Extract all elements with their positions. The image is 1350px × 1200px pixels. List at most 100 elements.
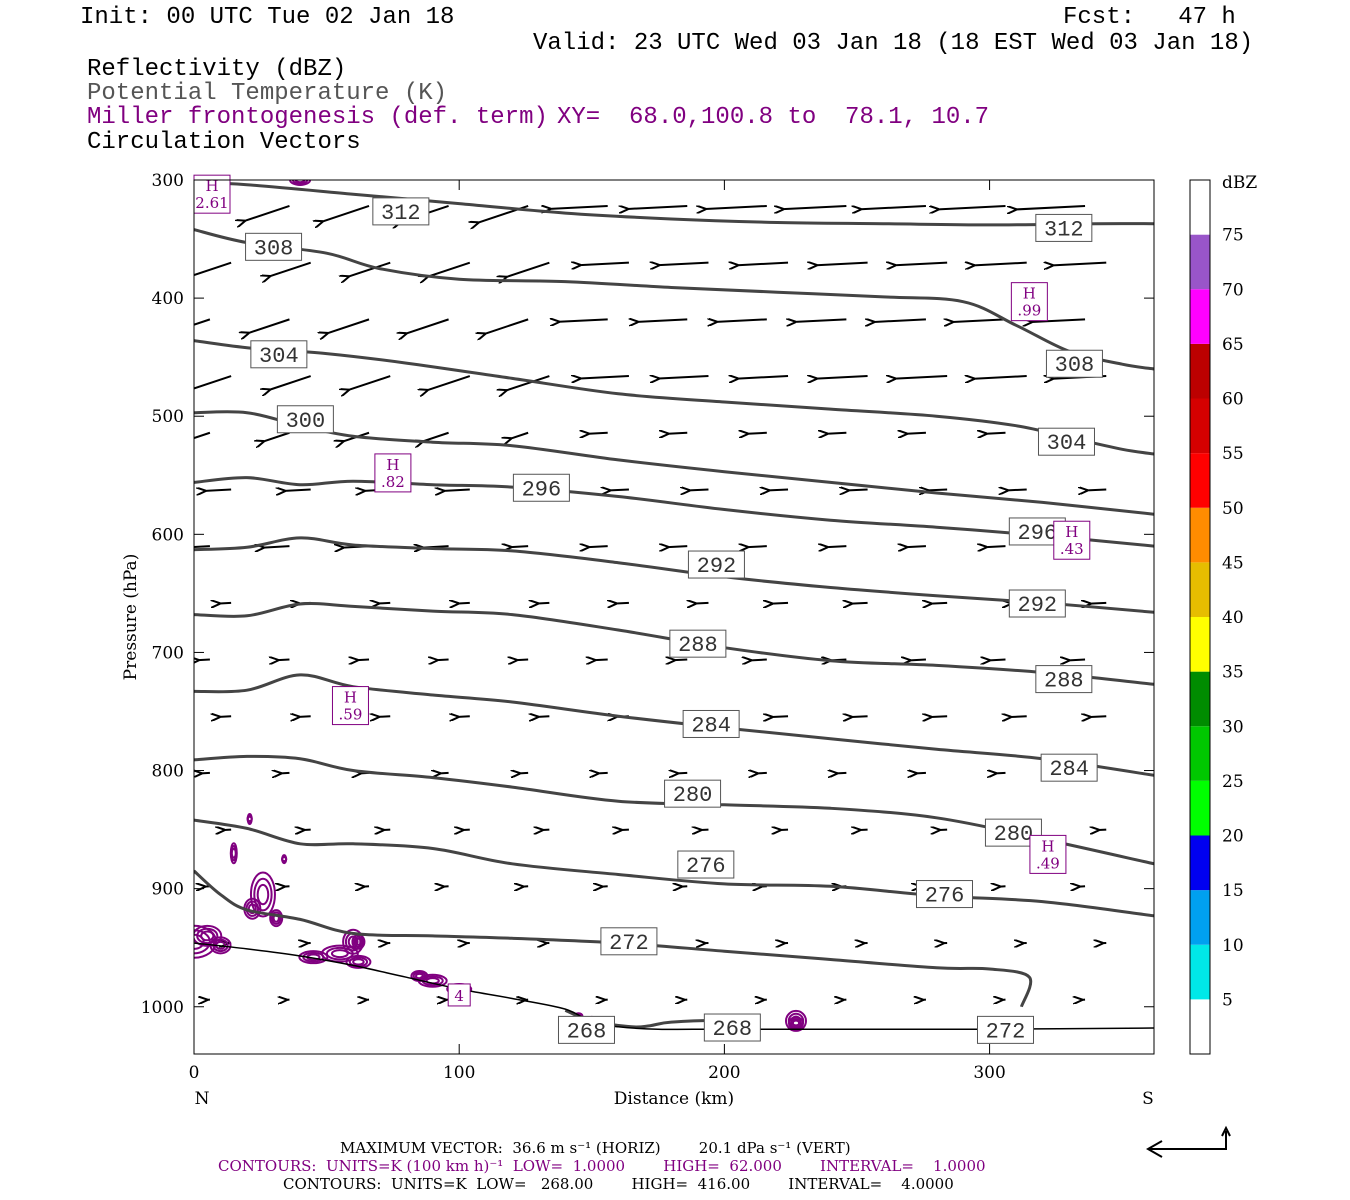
theta-label-text: 284 (1049, 757, 1089, 782)
circulation-vector (427, 261, 471, 277)
frontogenesis-contour (347, 935, 359, 949)
frontogenesis-contour (791, 1019, 801, 1027)
south-label: S (1142, 1089, 1154, 1109)
theta-label-text: 304 (259, 344, 299, 369)
theta-label-box (976, 1015, 1034, 1044)
theta-label-text: 292 (697, 554, 737, 579)
circulation-vector (278, 660, 290, 661)
colorbar-label: 15 (1222, 881, 1244, 901)
circulation-vector (696, 603, 709, 604)
frontogenesis-high-box (331, 686, 369, 726)
theta-label-box (664, 779, 722, 808)
theta-label: 288 (669, 629, 727, 658)
maximum-vector-note: MAXIMUM VECTOR: 36.6 m s⁻¹ (HORIZ) 20.1 … (340, 1139, 851, 1157)
frontogenesis-high-value: .43 (1060, 540, 1084, 558)
frontogenesis-high-value: 2.61 (195, 194, 228, 212)
frontogenesis-contour (784, 1009, 807, 1032)
theta-label-text: 268 (713, 1017, 753, 1042)
frontogenesis-high: H.49 (1029, 834, 1067, 874)
frontogenesis-contour (345, 954, 372, 969)
colorbar-label: 5 (1222, 990, 1233, 1010)
colorbar-segment (1190, 398, 1210, 454)
circulation-vector (1016, 204, 1086, 209)
circulation-vector (861, 204, 926, 209)
frontogenesis-contour (410, 970, 429, 983)
frontogenesis-contour (291, 180, 309, 185)
colorbar-label: 20 (1222, 827, 1244, 847)
circulation-vector (827, 546, 847, 547)
frontogenesis-contour (246, 815, 253, 823)
circulation-vector (1008, 489, 1027, 490)
circulation-vector (270, 261, 312, 277)
theta-label: 292 (687, 550, 745, 579)
theta-contour-288 (194, 602, 1154, 686)
circulation-vector (245, 205, 290, 221)
circulation-vector (194, 431, 211, 440)
theta-label: 268 (703, 1013, 761, 1042)
circulation-vector (248, 318, 290, 333)
y-tick-label: 900 (152, 880, 184, 900)
cross-section-endpoints: XY= 68.0,100.8 to 78.1, 10.7 (557, 104, 990, 131)
circulation-vector (748, 433, 767, 434)
colorbar-label: 10 (1222, 936, 1244, 956)
circulation-vector (220, 603, 232, 604)
theta-label: 304 (250, 340, 308, 369)
circulation-vector (974, 376, 1027, 379)
circulation-vector (1053, 263, 1107, 266)
circulation-vector (589, 433, 608, 434)
frontogenesis-high-letter: H (1065, 523, 1078, 541)
circulation-vector (517, 660, 529, 661)
theta-label-box (703, 1013, 761, 1042)
colorbar-segment (1190, 944, 1210, 1000)
theta-label-box (1035, 213, 1093, 242)
circulation-vector (895, 376, 948, 379)
theta-label: 284 (682, 709, 740, 738)
colorbar-label: 40 (1222, 608, 1244, 628)
theta-label-box (250, 340, 308, 369)
circulation-vector (1031, 319, 1086, 322)
colorbar-label: 60 (1222, 390, 1244, 410)
circulation-vector (852, 603, 868, 604)
circulation-vector (270, 375, 312, 390)
x-axis-ticks: 0 100 200 300 (189, 180, 1006, 1083)
circulation-vector (322, 205, 370, 222)
frontogenesis-contour (354, 937, 363, 946)
theta-label-box (677, 850, 735, 879)
frontogenesis-contours (194, 180, 807, 1032)
circulation-vector (194, 261, 232, 277)
x-axis-label: Distance (km) (614, 1089, 734, 1109)
frontogenesis-high: H.99 (1010, 282, 1048, 322)
circulation-vector (379, 603, 391, 604)
theta-label-box (557, 1015, 615, 1044)
frontogenesis-high-box (1029, 834, 1067, 874)
circulation-vector (931, 603, 948, 604)
circulation-vector (327, 318, 370, 333)
theta-label: 284 (1040, 753, 1098, 782)
forecast-hour: Fcst: 47 h (1063, 4, 1236, 31)
circulation-vector (506, 261, 550, 277)
circulation-vector (769, 489, 789, 490)
circulation-vector (427, 375, 471, 390)
circulation-vector (907, 433, 926, 434)
theta-label-box (1045, 349, 1103, 378)
y-tick-label: 600 (152, 525, 184, 545)
frontogenesis-contour (247, 903, 257, 915)
theta-label-text: 280 (994, 822, 1034, 847)
circulation-vector (550, 206, 608, 209)
theta-label-text: 284 (691, 713, 731, 738)
theta-contour-labels: 312 312 308 308 304 304 300 296 296 292 292 288 288 2… (245, 197, 1103, 1044)
colorbar-segment (1190, 890, 1210, 945)
circulation-vector (931, 716, 948, 717)
circulation-vector (1011, 716, 1027, 717)
potential-temperature-contours (194, 180, 1154, 1031)
frontogenesis-contour (269, 909, 284, 928)
circulation-vector (559, 319, 608, 321)
circulation-vector (783, 204, 847, 209)
circulation-vector (816, 376, 868, 379)
colorbar-segment (1190, 671, 1210, 727)
frontogenesis-contour (330, 949, 349, 959)
frontogenesis-high: H.82 (374, 453, 412, 493)
frontogenesis-contour (249, 871, 276, 918)
theta-label: 280 (664, 779, 722, 808)
circulation-vector (511, 431, 529, 439)
